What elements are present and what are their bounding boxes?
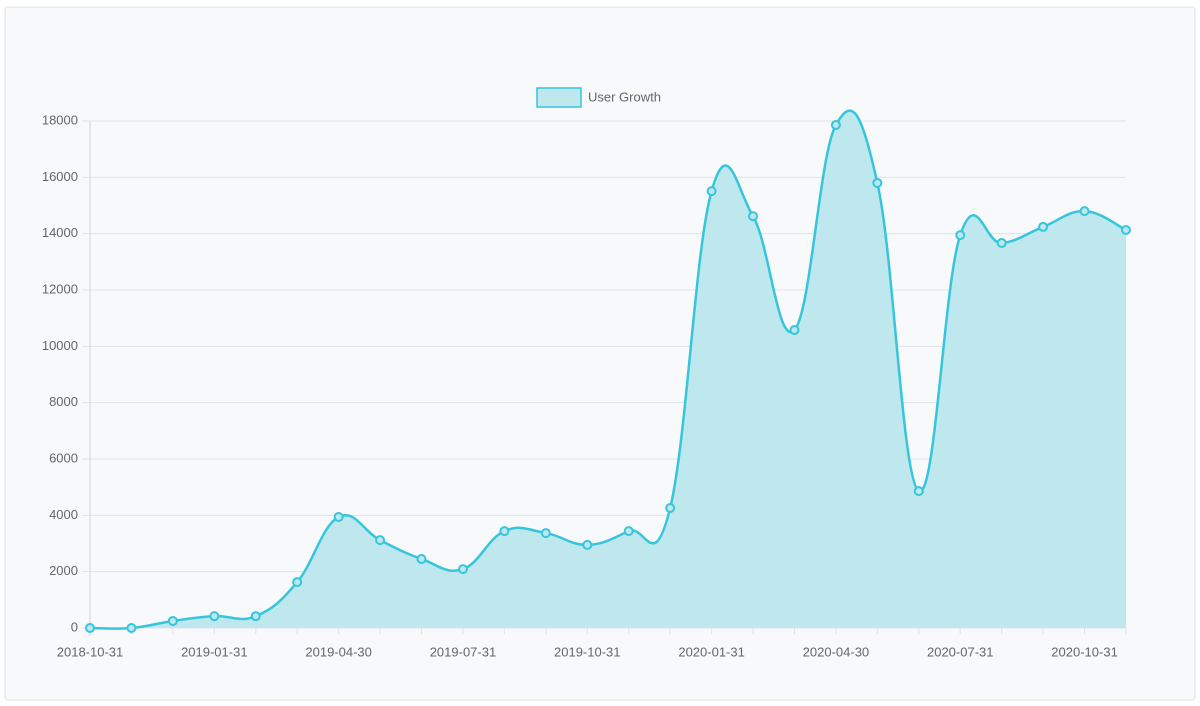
- point: [540, 528, 551, 539]
- x-tick-label: 2020-01-31: [678, 644, 745, 659]
- point: [582, 539, 593, 550]
- point: [126, 623, 137, 633]
- y-tick-label: 14000: [42, 225, 78, 240]
- point: [748, 211, 759, 222]
- x-tick-label: 2020-07-31: [927, 644, 994, 659]
- y-tick-label: 18000: [42, 112, 78, 127]
- point: [1038, 221, 1049, 232]
- x-tick-label: 2018-10-31: [57, 644, 124, 659]
- point: [955, 230, 966, 241]
- point: [85, 623, 95, 633]
- x-tick-label: 2019-04-30: [305, 644, 372, 659]
- legend-label: User Growth: [588, 89, 661, 104]
- point: [292, 577, 303, 588]
- line: [89, 109, 1127, 630]
- point: [830, 119, 841, 130]
- y-tick-label: 6000: [49, 450, 78, 465]
- point: [250, 611, 261, 622]
- point: [457, 564, 468, 575]
- point: [872, 177, 883, 188]
- y-tick-label: 10000: [42, 338, 78, 353]
- x-tick-label: 2019-01-31: [181, 644, 248, 659]
- point: [996, 237, 1007, 248]
- point: [375, 535, 386, 546]
- x-tick-label: 2019-10-31: [554, 644, 621, 659]
- point: [623, 526, 634, 537]
- point: [1079, 206, 1090, 217]
- point: [706, 186, 717, 197]
- y-tick-label: 4000: [49, 507, 78, 522]
- legend-swatch: [536, 87, 582, 108]
- point: [209, 611, 220, 622]
- point: [167, 615, 178, 626]
- point: [789, 324, 800, 335]
- x-tick-label: 2019-07-31: [430, 644, 497, 659]
- x-tick-label: 2020-10-31: [1051, 644, 1118, 659]
- y-tick-label: 12000: [42, 281, 78, 296]
- point: [333, 512, 344, 523]
- x-tick-label: 2020-04-30: [803, 644, 870, 659]
- point: [665, 503, 676, 514]
- y-tick-label: 2000: [49, 563, 78, 578]
- y-tick-label: 8000: [49, 394, 78, 409]
- y-tick-label: 16000: [42, 169, 78, 184]
- y-tick-label: 0: [71, 619, 78, 634]
- point: [499, 526, 510, 537]
- point: [913, 486, 924, 497]
- point: [416, 553, 427, 564]
- point: [1121, 225, 1131, 236]
- area-fill: [90, 110, 1126, 629]
